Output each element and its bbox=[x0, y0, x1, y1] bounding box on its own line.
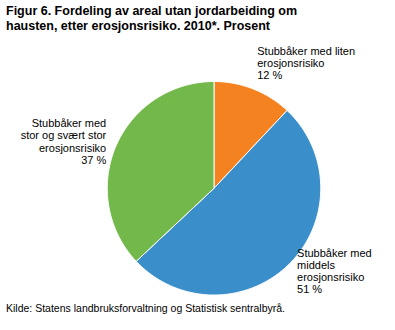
svg-text:Stubbåker medstor og svært sto: Stubbåker medstor og svært storerosjonsr… bbox=[21, 117, 107, 165]
html-text:Kilde: Statens landbruksforval: Kilde: Statens landbruksforvaltning og S… bbox=[6, 302, 285, 314]
svg-text:Stubbåker medmiddelserosjonsri: Stubbåker medmiddelserosjonsrisiko51 % bbox=[297, 247, 372, 295]
svg-text:Stubbåker med litenerosjonsris: Stubbåker med litenerosjonsrisiko12 % bbox=[257, 45, 355, 81]
html-text:Figur 6. Fordeling av areal ut: Figur 6. Fordeling av areal utan jordarb… bbox=[6, 4, 297, 33]
